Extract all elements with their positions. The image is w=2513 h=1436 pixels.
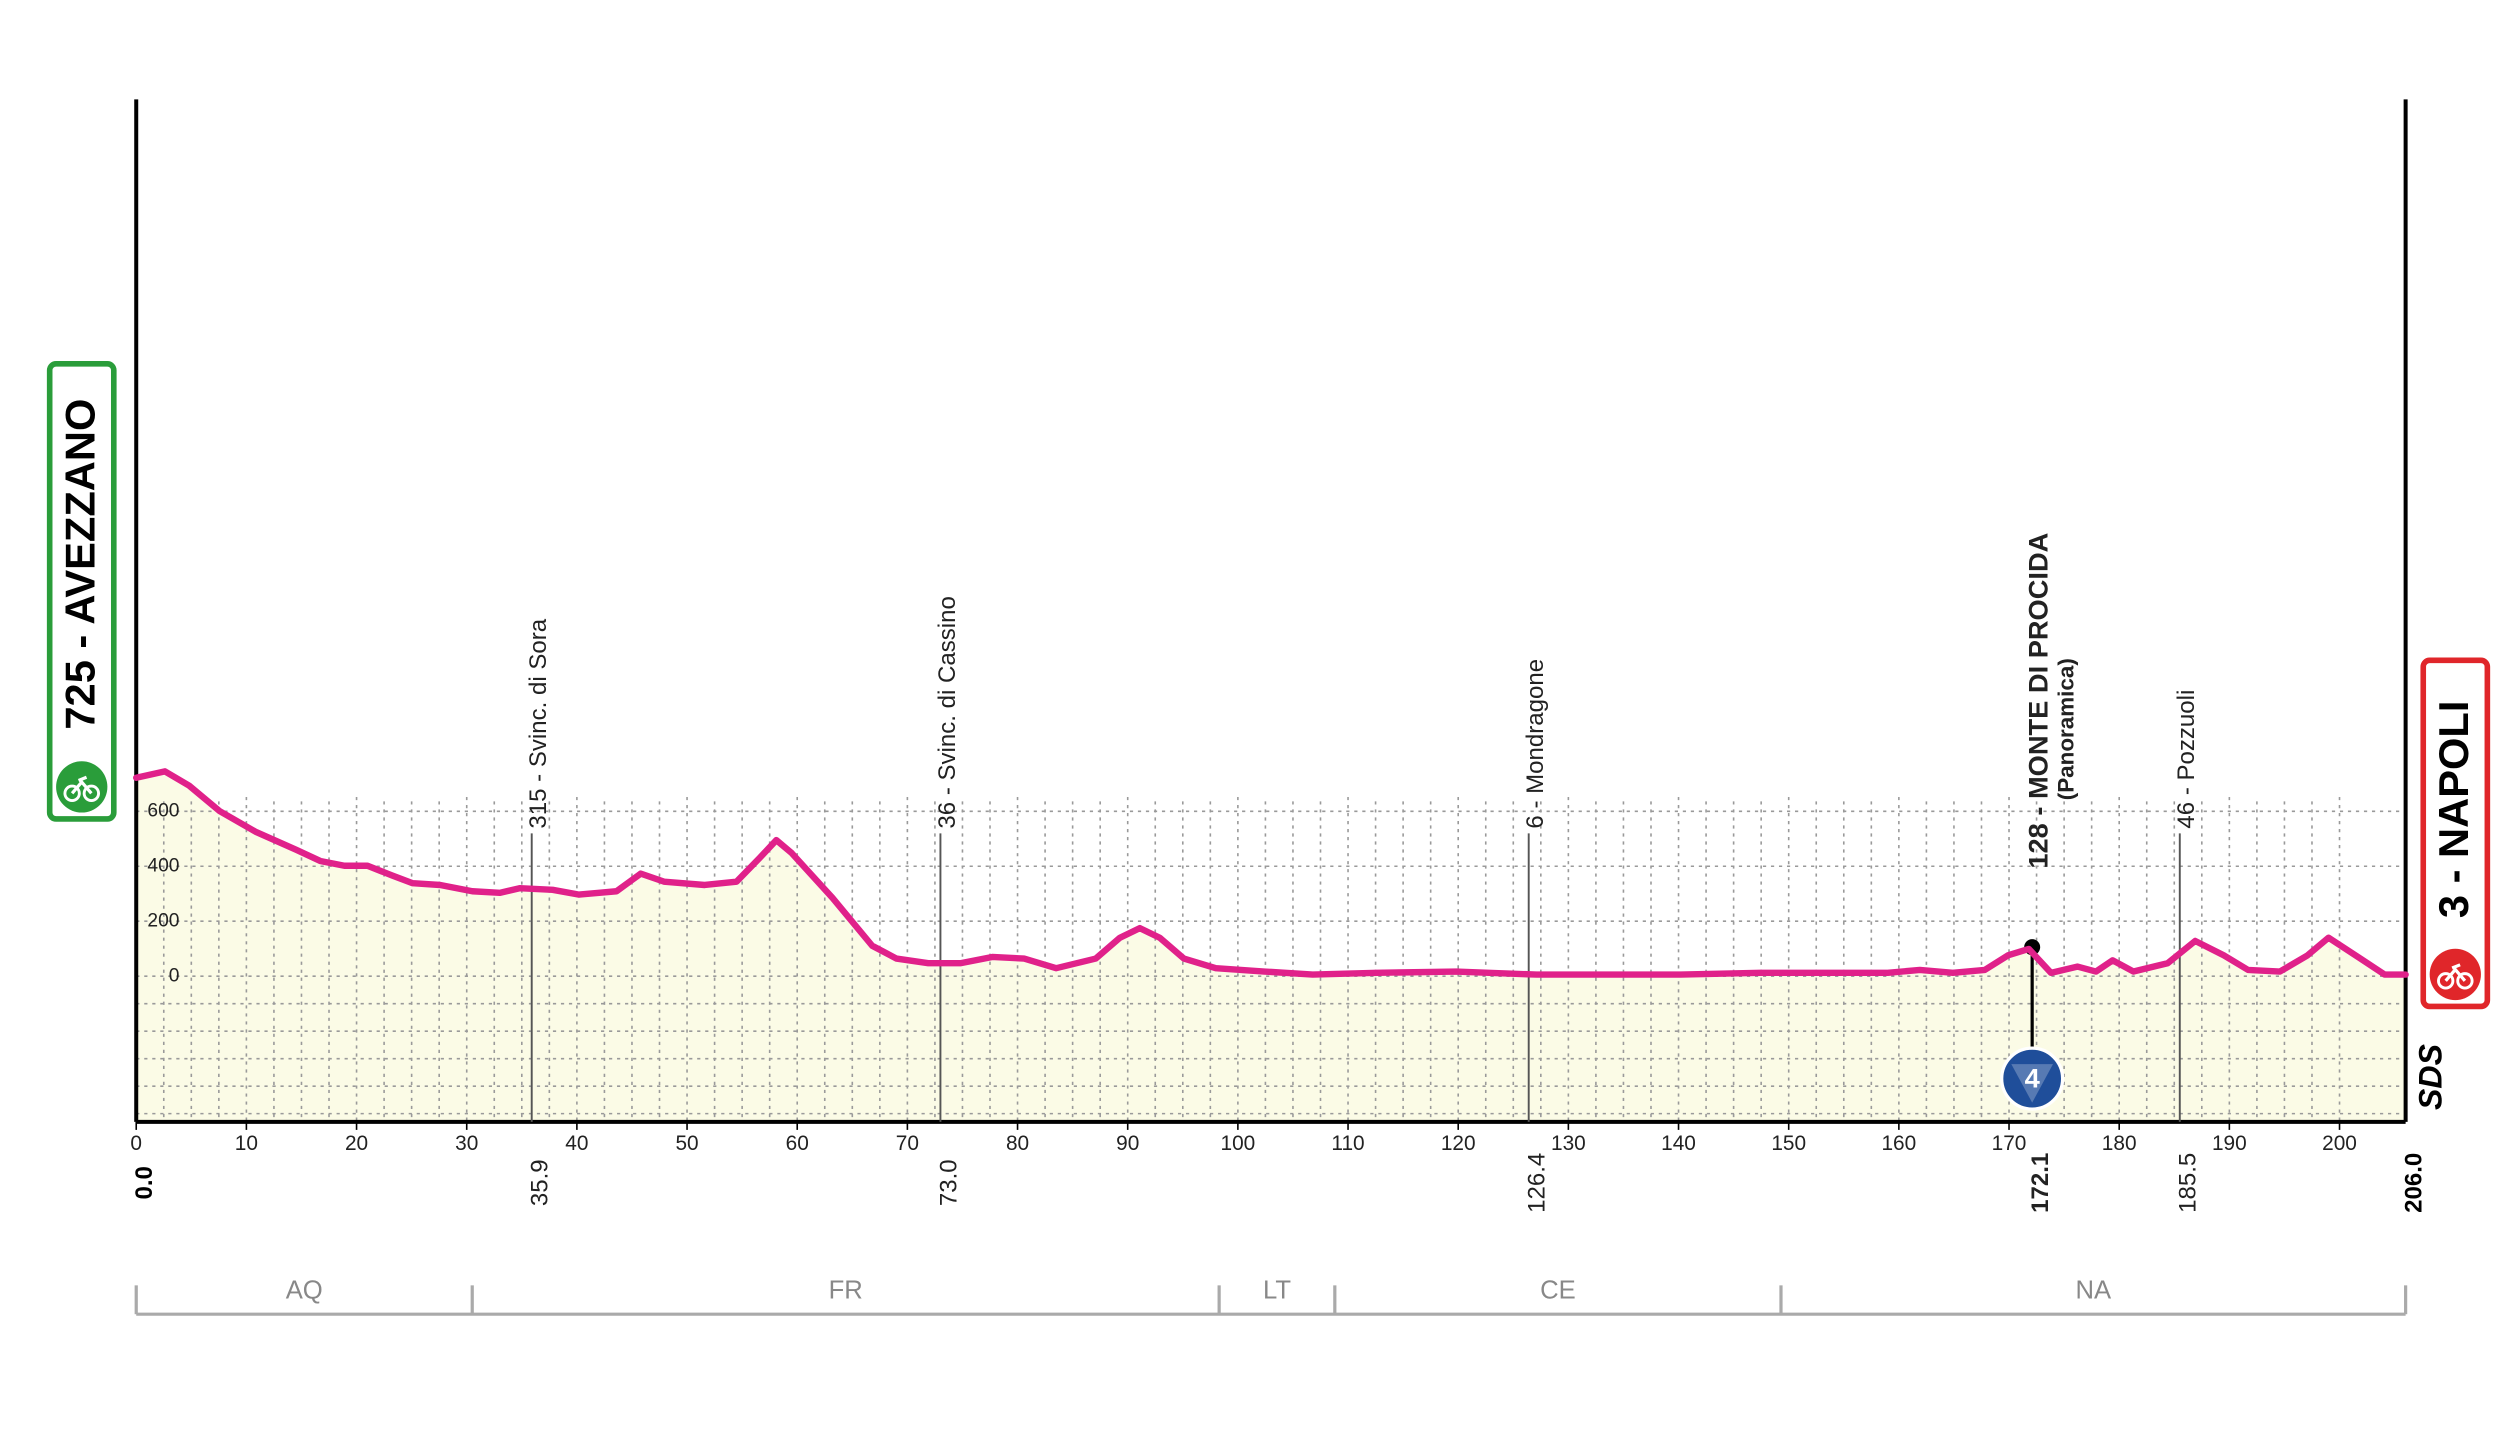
region-label: NA — [2075, 1277, 2112, 1305]
finish-icon — [2429, 948, 2481, 1001]
region-label: CE — [1540, 1277, 1576, 1305]
x-tick-label: 190 — [2212, 1132, 2247, 1155]
profile-area — [136, 771, 2406, 1122]
x-tick-label: 150 — [1771, 1132, 1806, 1155]
y-tick-label: 200 — [147, 910, 179, 931]
x-tick-label: 110 — [1331, 1132, 1364, 1155]
climb-badge-triangle — [2011, 1064, 2053, 1103]
x-tick-label: 50 — [675, 1132, 698, 1155]
x-tick-label: 180 — [2102, 1132, 2137, 1155]
x-tick-label: 10 — [235, 1132, 258, 1155]
profile-line — [133, 768, 2409, 978]
km-label: 73.0 — [935, 1159, 962, 1206]
km-label: 0.0 — [131, 1166, 158, 1199]
y-tick-label: 400 — [147, 855, 179, 876]
x-tick-label: 100 — [1220, 1132, 1255, 1155]
finish-badge — [2420, 657, 2491, 1010]
x-tick-label: 160 — [1881, 1132, 1916, 1155]
x-tick-label: 200 — [2322, 1132, 2357, 1155]
start-icon-wheel — [82, 784, 101, 802]
km-label: 172.1 — [2027, 1153, 2054, 1213]
start-icon-wheel — [63, 784, 81, 802]
km-label: 35.9 — [527, 1159, 554, 1206]
x-tick-label: 170 — [1992, 1132, 2027, 1155]
region-label: AQ — [286, 1277, 323, 1305]
x-tick-label: 90 — [1116, 1132, 1139, 1155]
x-tick-label: 20 — [345, 1132, 368, 1155]
x-tick-label: 140 — [1661, 1132, 1696, 1155]
x-tick-label: 130 — [1551, 1132, 1586, 1155]
climb-badge — [2000, 1046, 2065, 1111]
region-label: LT — [1263, 1277, 1291, 1305]
climb-category: 4 — [2025, 1062, 2040, 1093]
km-label: 126.4 — [1524, 1153, 1551, 1213]
start-icon — [56, 761, 108, 813]
finish-label: 3 - NAPOLI — [2430, 701, 2477, 919]
waypoint-label: 6 - Mondragone — [1522, 659, 1549, 829]
region-label: FR — [829, 1277, 863, 1305]
start-label: 725 - AVEZZANO — [56, 399, 103, 730]
logo: SDS — [2412, 1043, 2448, 1110]
x-tick-label: 60 — [786, 1132, 809, 1155]
waypoint-label: 46 - Pozzuoli — [2173, 690, 2200, 829]
waypoint-label: 128 - MONTE DI PROCIDA — [2022, 533, 2053, 869]
y-tick-label: 600 — [147, 800, 179, 821]
waypoint-label: 36 - Svinc. di Cassino — [934, 596, 961, 828]
y-tick-label: 0 — [169, 965, 180, 986]
start-badge — [46, 361, 117, 822]
x-tick-label: 70 — [896, 1132, 919, 1155]
profile-layer — [135, 771, 2406, 1122]
km-label: 206.0 — [2401, 1153, 2428, 1213]
start-icon-rider — [70, 775, 93, 795]
x-tick-label: 120 — [1441, 1132, 1476, 1155]
finish-icon-wheel — [2437, 972, 2455, 990]
waypoint-label: 315 - Svinc. di Sora — [525, 618, 552, 828]
finish-icon-wheel — [2456, 972, 2474, 990]
x-tick-label: 0 — [130, 1132, 142, 1155]
x-tick-label: 40 — [565, 1132, 588, 1155]
chart-layer: 0 200 400 600 0 10 20 30 40 50 60 70 80 90 100 110 120 13… — [46, 99, 2491, 1316]
km-label: 185.5 — [2175, 1153, 2202, 1213]
x-tick-label: 30 — [455, 1132, 478, 1155]
x-tick-label: 80 — [1006, 1132, 1029, 1155]
waypoint-subtitle: (Panoramica) — [2053, 658, 2078, 800]
finish-icon-rider — [2444, 963, 2467, 982]
